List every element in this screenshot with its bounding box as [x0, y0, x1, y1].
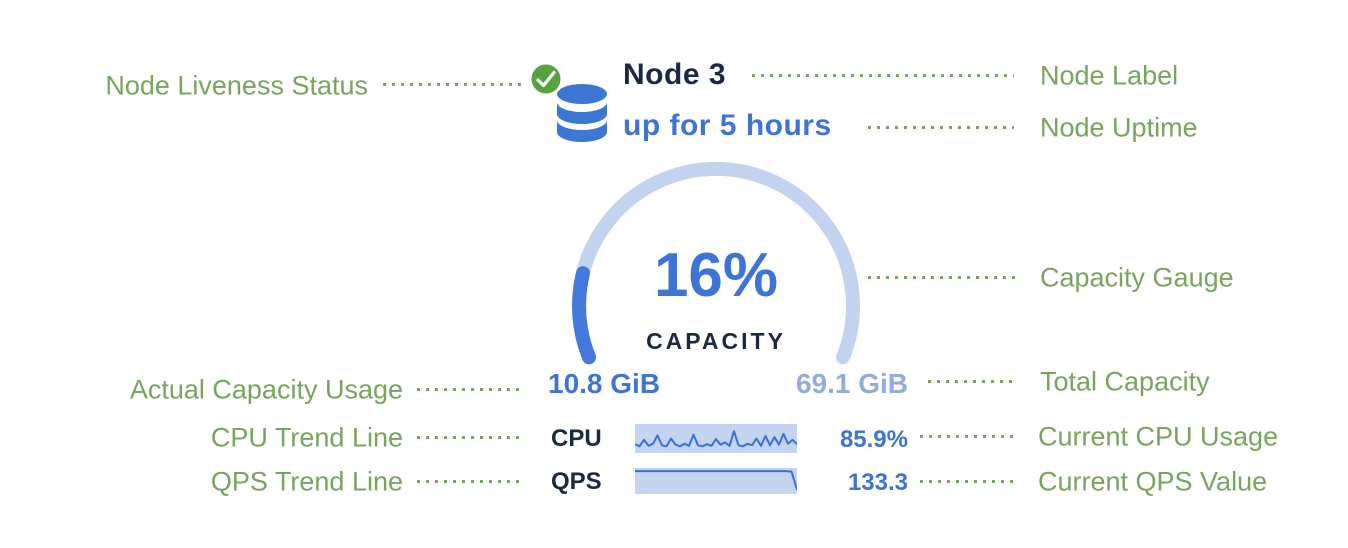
- qps-trend: [635, 468, 797, 494]
- gauge-caption: CAPACITY: [646, 328, 786, 354]
- connector-actual-capacity-usage: [417, 388, 521, 391]
- connector-node-uptime: [868, 126, 1014, 129]
- annotation-cpu-trend-line: CPU Trend Line: [210, 422, 403, 453]
- capacity-total-value: 69.1 GiB: [795, 368, 908, 399]
- connector-current-qps-value: [920, 480, 1016, 483]
- annotation-total-capacity: Total Capacity: [1040, 366, 1210, 397]
- annotation-node-liveness-status: Node Liveness Status: [105, 70, 368, 101]
- node-label: Node 3: [623, 58, 727, 91]
- annotation-node-label: Node Label: [1040, 60, 1179, 91]
- node-uptime: up for 5 hours: [623, 109, 832, 142]
- annotation-current-qps-value: Current QPS Value: [1038, 466, 1268, 497]
- qps-current-value: 133.3: [847, 469, 908, 496]
- connector-node-liveness-status: [383, 83, 521, 86]
- connector-qps-trend-line: [417, 480, 521, 483]
- connector-current-cpu-usage: [920, 435, 1016, 438]
- cpu-sparkline: [635, 424, 797, 453]
- annotation-actual-capacity-usage: Actual Capacity Usage: [129, 374, 403, 405]
- connector-capacity-gauge: [868, 276, 1016, 279]
- annotation-node-uptime: Node Uptime: [1040, 112, 1198, 143]
- capacity-used-value: 10.8 GiB: [548, 368, 661, 399]
- connector-node-label: [752, 74, 1014, 77]
- cpu-label: CPU: [551, 425, 602, 452]
- annotation-capacity-gauge: Capacity Gauge: [1040, 262, 1234, 293]
- cpu-current-value: 85.9%: [839, 426, 908, 453]
- capacity-gauge: [572, 162, 860, 365]
- gauge-fill-arc: [572, 266, 596, 365]
- database-icon: [557, 84, 607, 142]
- connector-cpu-trend-line: [417, 436, 521, 439]
- gauge-percent-value: 16%: [653, 241, 779, 310]
- qps-label: QPS: [551, 468, 602, 495]
- annotation-current-cpu-usage: Current CPU Usage: [1038, 421, 1279, 452]
- capacity-usage-row: 10.8 GiB 69.1 GiB: [548, 369, 908, 399]
- check-circle-icon: [528, 61, 564, 97]
- connector-total-capacity: [928, 380, 1016, 383]
- annotation-qps-trend-line: QPS Trend Line: [210, 466, 403, 497]
